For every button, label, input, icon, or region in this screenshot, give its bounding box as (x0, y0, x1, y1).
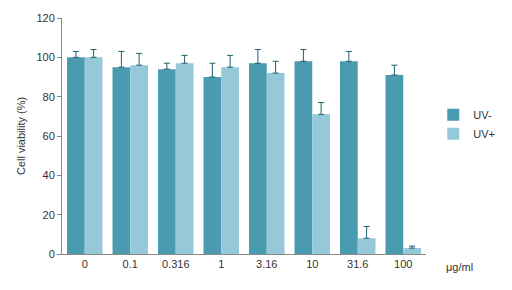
svg-text:10: 10 (306, 258, 318, 270)
svg-text:100: 100 (36, 51, 54, 63)
svg-text:0: 0 (82, 258, 88, 270)
svg-text:3.16: 3.16 (256, 258, 277, 270)
svg-text:40: 40 (43, 169, 55, 181)
svg-text:60: 60 (43, 130, 55, 142)
svg-text:0: 0 (49, 248, 55, 260)
svg-text:100: 100 (394, 258, 412, 270)
svg-text:0.316: 0.316 (162, 258, 190, 270)
svg-text:UV+: UV+ (473, 128, 495, 140)
svg-text:UV-: UV- (473, 109, 492, 121)
svg-text:31.6: 31.6 (347, 258, 368, 270)
svg-text:1: 1 (218, 258, 224, 270)
svg-text:0.1: 0.1 (123, 258, 138, 270)
svg-text:20: 20 (43, 209, 55, 221)
svg-text:80: 80 (43, 91, 55, 103)
svg-text:120: 120 (36, 12, 54, 24)
svg-text:Cell viability (%): Cell viability (%) (15, 97, 27, 175)
svg-text:μg/ml: μg/ml (446, 261, 473, 273)
